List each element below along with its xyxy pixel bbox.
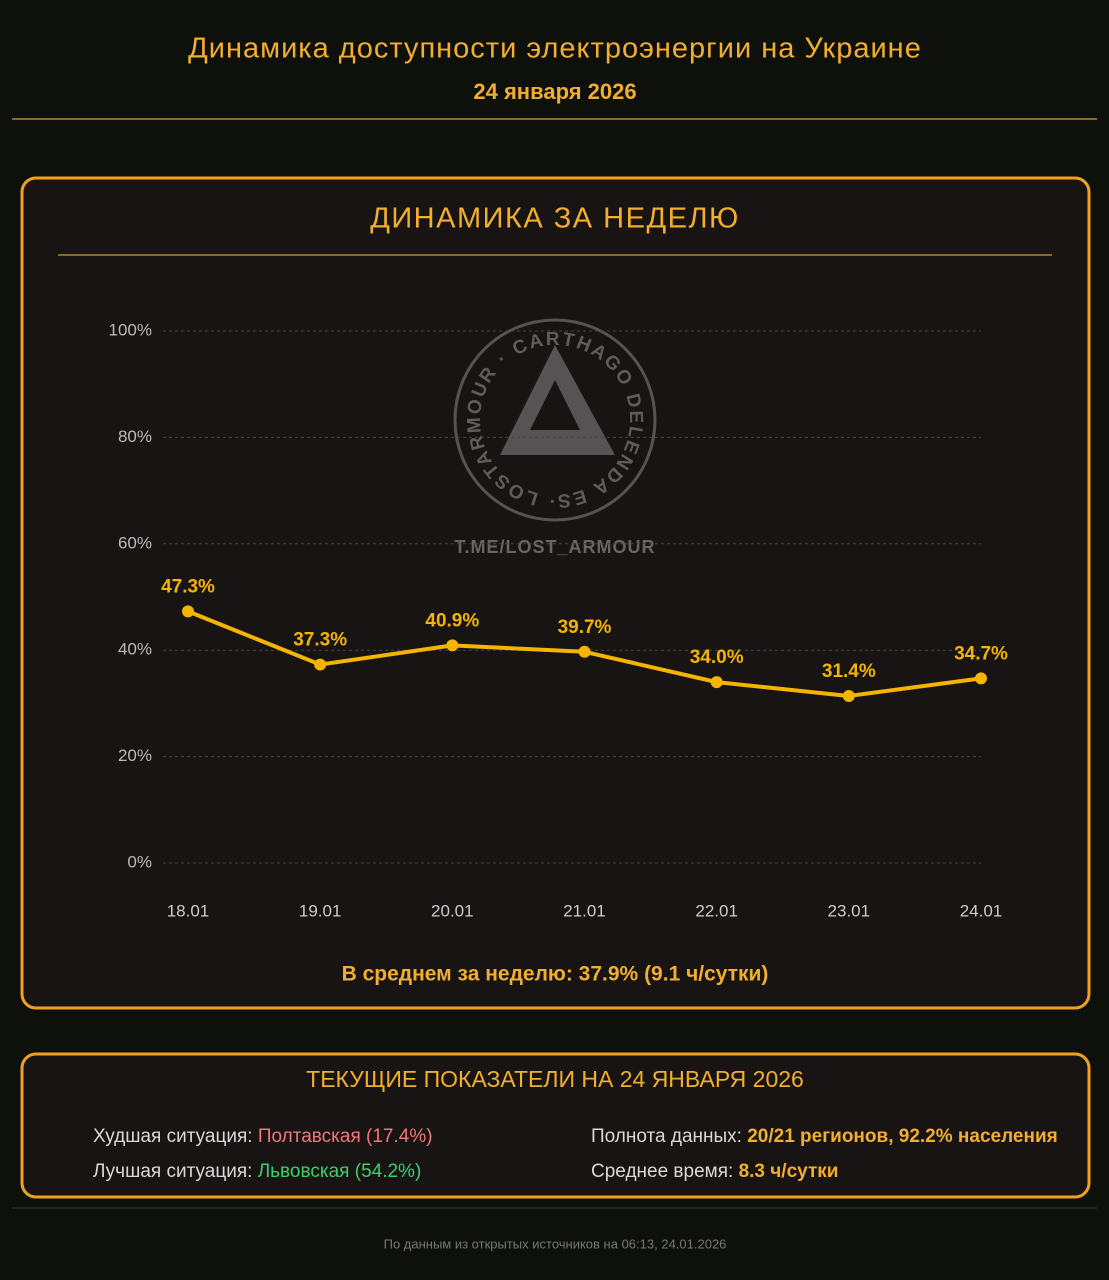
stat-row: Лучшая ситуация: Львовская (54.2%) (93, 1161, 421, 1182)
x-tick-label: 22.01 (695, 901, 738, 920)
stat-row: Среднее время: 8.3 ч/сутки (591, 1161, 838, 1182)
footer: По данным из открытых источников на 06:1… (384, 1236, 727, 1251)
y-tick-label: 40% (118, 640, 152, 659)
point (842, 689, 855, 702)
watermark-url: T.ME/LOST_ARMOUR (454, 537, 655, 557)
stat-value: 8.3 ч/сутки (739, 1161, 839, 1182)
point (314, 658, 327, 671)
logo-ring (453, 318, 657, 522)
y-tick-label: 20% (118, 746, 152, 765)
value-label: 37.3% (293, 630, 347, 651)
x-tick-label: 24.01 (960, 901, 1003, 920)
x-tick-label: 18.01 (167, 901, 210, 920)
point (975, 672, 987, 685)
value-label: 31.4% (822, 661, 876, 682)
chart-panel (20, 176, 1091, 1010)
value-label: 39.7% (558, 617, 612, 638)
stat-value: Полтавская (17.4%) (258, 1126, 433, 1147)
stat-label: Полнота данных: (591, 1126, 742, 1147)
average-note: В среднем за неделю: 37.9% (9.1 ч/сутки) (342, 963, 769, 986)
value-label: 47.3% (161, 576, 215, 597)
stat-label: Среднее время: (591, 1161, 733, 1182)
page-subtitle: 24 января 2026 (473, 79, 636, 104)
stat-value: 20/21 регионов, 92.2% населения (747, 1126, 1057, 1147)
stat-label: Худшая ситуация: (93, 1126, 253, 1147)
point (710, 676, 723, 689)
stat-row: Полнота данных: 20/21 регионов, 92.2% на… (591, 1126, 1058, 1147)
x-tick-label: 20.01 (431, 901, 474, 920)
logo-triangle (500, 345, 615, 455)
value-label: 40.9% (425, 610, 479, 631)
x-tick-label: 23.01 (828, 901, 871, 920)
value-label: 34.7% (954, 643, 1008, 664)
value-label: 34.0% (690, 647, 744, 668)
current-title: ТЕКУЩИЕ ПОКАЗАТЕЛИ НА 24 ЯНВАРЯ 2026 (306, 1066, 804, 1092)
y-tick-label: 80% (118, 427, 152, 446)
point (446, 639, 459, 652)
current-panel (20, 1052, 1091, 1199)
point (182, 605, 194, 618)
y-tick-label: 60% (118, 533, 152, 552)
stat-label: Лучшая ситуация: (93, 1161, 252, 1182)
point (578, 645, 591, 658)
x-tick-label: 19.01 (299, 901, 342, 920)
stat-value: Львовская (54.2%) (258, 1161, 422, 1182)
stat-row: Худшая ситуация: Полтавская (17.4%) (93, 1126, 433, 1147)
y-tick-label: 0% (127, 852, 152, 871)
x-tick-label: 21.01 (563, 901, 606, 920)
y-tick-label: 100% (109, 320, 152, 339)
chart-title: ДИНАМИКА ЗА НЕДЕЛЮ (370, 203, 740, 235)
page-title: Динамика доступности электроэнергии на У… (188, 33, 922, 65)
